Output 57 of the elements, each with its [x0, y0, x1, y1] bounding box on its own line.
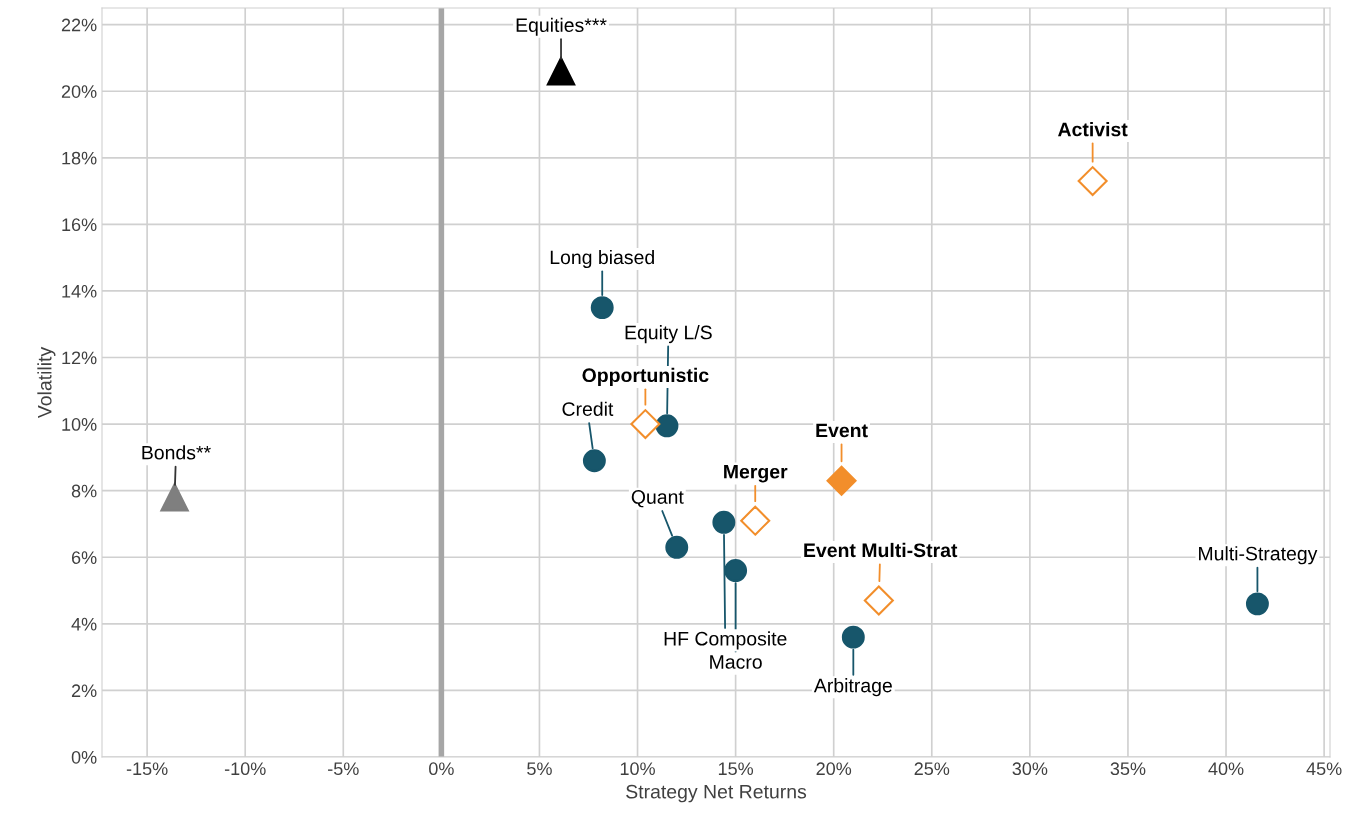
- x-axis-title: Strategy Net Returns: [626, 784, 807, 803]
- y-tick-label: 16%: [62, 218, 97, 232]
- series-label: Credit: [562, 401, 614, 416]
- x-tick-label: 40%: [1208, 762, 1244, 776]
- x-tick-label: -15%: [126, 762, 168, 776]
- x-tick-label: 10%: [620, 762, 655, 776]
- series-label: Equities***: [516, 17, 607, 36]
- series-label: Bonds**: [142, 445, 211, 460]
- series-label: Event: [816, 423, 868, 438]
- y-tick-label: 8%: [71, 484, 97, 498]
- point: [740, 505, 771, 536]
- point: [841, 625, 865, 649]
- x-tick-label: 25%: [914, 762, 950, 776]
- series-label: Multi-Strategy: [1199, 546, 1318, 565]
- x-tick-label: 35%: [1110, 762, 1146, 776]
- point: [1245, 592, 1269, 616]
- y-tick-label: 4%: [71, 617, 97, 631]
- y-tick-label: 0%: [71, 750, 97, 764]
- text: Macro: [710, 655, 762, 669]
- x-tick-label: 15%: [718, 762, 754, 776]
- series-label: Quant: [631, 490, 684, 508]
- y-axis-title: Volatility: [37, 346, 56, 419]
- text: Equity L/S: [625, 325, 712, 344]
- y-tick-label: 22%: [61, 18, 97, 32]
- x-tick-label: 5%: [527, 762, 552, 776]
- y-tick-label: 14%: [62, 284, 97, 298]
- series-label: Merger: [724, 464, 788, 483]
- legend-label: Arbitrage: [813, 678, 892, 697]
- point: [160, 483, 189, 512]
- series-label: Event Multi-Strat: [804, 542, 958, 558]
- point: [582, 449, 606, 473]
- y-tick-label: 18%: [62, 151, 97, 165]
- series-label: Long biased: [550, 249, 654, 269]
- y-tick-label: 2%: [71, 684, 97, 698]
- point: [546, 57, 576, 86]
- series-label: Opportunistic: [582, 367, 709, 386]
- point: [1077, 166, 1108, 197]
- point: [665, 535, 689, 559]
- x-tick-label: -10%: [224, 762, 266, 776]
- x-tick-label: 20%: [816, 762, 852, 776]
- x-tick-label: -5%: [328, 762, 359, 776]
- y-tick-label: 6%: [71, 551, 97, 564]
- point: [590, 296, 614, 320]
- point: [712, 510, 736, 534]
- point: [630, 409, 661, 440]
- series-label: Activist: [1058, 122, 1128, 137]
- point: [655, 414, 679, 438]
- point: [863, 585, 894, 616]
- y-tick-label: 10%: [62, 418, 97, 431]
- x-tick-label: 45%: [1306, 762, 1342, 776]
- y-tick-label: 12%: [62, 351, 97, 365]
- point: [724, 559, 748, 583]
- x-tick-label: 0%: [429, 762, 454, 776]
- text: HF Composite: [664, 631, 787, 650]
- point: [826, 465, 857, 496]
- y-tick-label: 20%: [61, 85, 97, 98]
- x-tick-label: 30%: [1012, 762, 1048, 776]
